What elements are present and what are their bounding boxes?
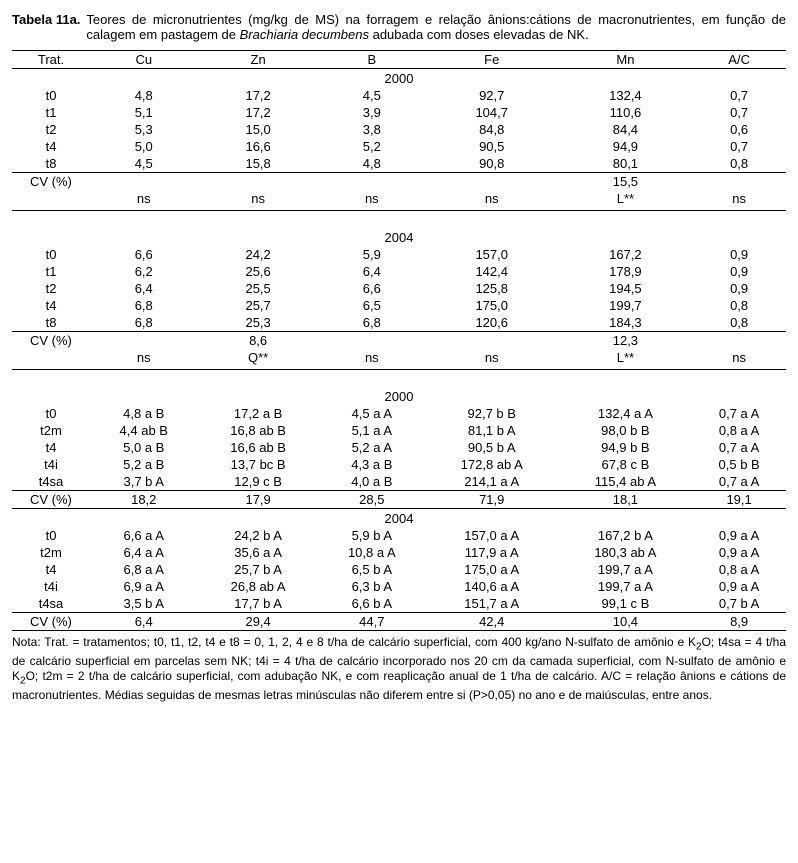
table-row: t2m6,4 a A35,6 a A10,8 a A117,9 a A180,3… — [12, 544, 786, 561]
table-row: 2000 — [12, 387, 786, 405]
col-trat: Trat. — [12, 51, 90, 69]
col-fe: Fe — [425, 51, 559, 69]
table-row: CV (%)18,217,928,571,918,119,1 — [12, 491, 786, 509]
table-row: t84,515,84,890,880,10,8 — [12, 155, 786, 173]
table-title: Tabela 11a. Teores de micronutrientes (m… — [12, 12, 786, 42]
table-row: t46,825,76,5175,0199,70,8 — [12, 297, 786, 314]
table-row: nsnsnsnsL**ns — [12, 190, 786, 211]
table-row: t45,0 a B16,6 ab B5,2 a A90,5 b A94,9 b … — [12, 439, 786, 456]
table-row: t15,117,23,9104,7110,60,7 — [12, 104, 786, 121]
footnote: Nota: Trat. = tratamentos; t0, t1, t2, t… — [12, 635, 786, 703]
table-row: t06,624,25,9157,0167,20,9 — [12, 246, 786, 263]
table-row: t4i6,9 a A26,8 ab A6,3 b A140,6 a A199,7… — [12, 578, 786, 595]
table-row: t4sa3,5 b A17,7 b A6,6 b A151,7 a A99,1 … — [12, 595, 786, 613]
col-ac: A/C — [692, 51, 786, 69]
title-text: Teores de micronutrientes (mg/kg de MS) … — [86, 12, 786, 42]
col-zn: Zn — [198, 51, 319, 69]
table-row: t2m4,4 ab B16,8 ab B5,1 a A81,1 b A98,0 … — [12, 422, 786, 439]
col-cu: Cu — [90, 51, 198, 69]
table-row: t06,6 a A24,2 b A5,9 b A157,0 a A167,2 b… — [12, 527, 786, 544]
note-a: Nota: Trat. = tratamentos; t0, t1, t2, t… — [12, 635, 696, 649]
table-row: 2000 — [12, 69, 786, 88]
table-row: t04,817,24,592,7132,40,7 — [12, 87, 786, 104]
table-row: nsQ**nsnsL**ns — [12, 349, 786, 370]
col-mn: Mn — [559, 51, 693, 69]
table-row: t04,8 a B17,2 a B4,5 a A92,7 b B132,4 a … — [12, 405, 786, 422]
table-row: t86,825,36,8120,6184,30,8 — [12, 314, 786, 332]
title-species: Brachiaria decumbens — [240, 27, 369, 42]
table-row — [12, 211, 786, 229]
col-b: B — [319, 51, 425, 69]
table-row: t26,425,56,6125,8194,50,9 — [12, 280, 786, 297]
table-row: t45,016,65,290,594,90,7 — [12, 138, 786, 155]
title-label: Tabela 11a. — [12, 12, 86, 42]
header-row: Trat. Cu Zn B Fe Mn A/C — [12, 51, 786, 69]
table-row: 2004 — [12, 509, 786, 528]
title-text-b: adubada com doses elevadas de NK. — [369, 27, 589, 42]
table-row: t16,225,66,4142,4178,90,9 — [12, 263, 786, 280]
note-c: O; t2m = 2 t/ha de calcário superficial,… — [12, 669, 786, 702]
table-row — [12, 370, 786, 388]
table-row: CV (%)6,429,444,742,410,48,9 — [12, 613, 786, 631]
data-table: Trat. Cu Zn B Fe Mn A/C 2000t04,817,24,5… — [12, 50, 786, 631]
table-row: t46,8 a A25,7 b A6,5 b A175,0 a A199,7 a… — [12, 561, 786, 578]
table-row: t25,315,03,884,884,40,6 — [12, 121, 786, 138]
table-row: t4sa3,7 b A12,9 c B4,0 a B214,1 a A115,4… — [12, 473, 786, 491]
table-row: t4i5,2 a B13,7 bc B4,3 a B172,8 ab A67,8… — [12, 456, 786, 473]
table-row: CV (%)8,612,3 — [12, 332, 786, 350]
table-row: 2004 — [12, 228, 786, 246]
table-row: CV (%)15,5 — [12, 173, 786, 191]
